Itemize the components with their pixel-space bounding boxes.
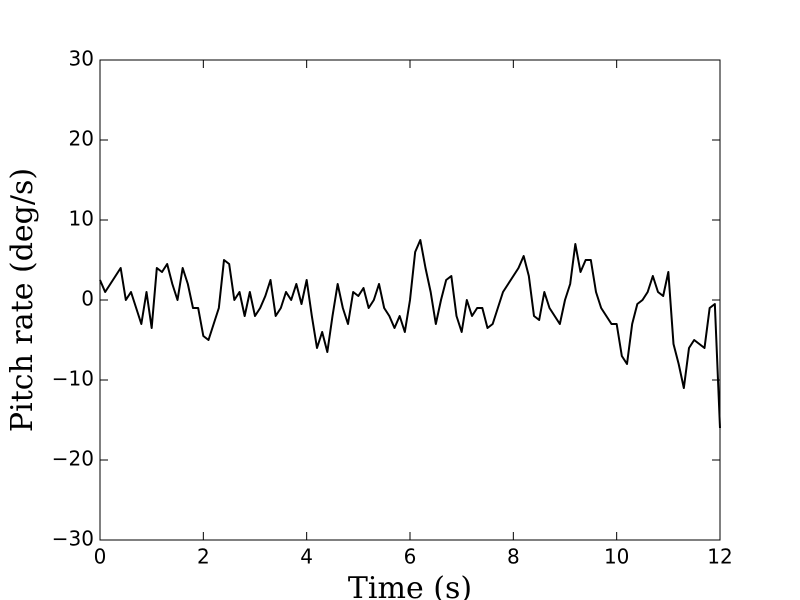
x-tick-label: 4 — [300, 545, 313, 569]
data-line — [99, 239, 721, 429]
y-tick-label: 10 — [69, 207, 94, 231]
x-tick-label: 8 — [507, 545, 520, 569]
x-tick-label: 12 — [707, 545, 732, 569]
y-axis-label: Pitch rate (deg/s) — [5, 168, 40, 432]
y-tick-label: −10 — [52, 367, 94, 391]
x-tick-label: 2 — [197, 545, 210, 569]
x-tick-label: 0 — [94, 545, 107, 569]
y-tick-label: −20 — [52, 447, 94, 471]
y-tick-label: 20 — [69, 127, 94, 151]
y-tick-label: −30 — [52, 527, 94, 551]
x-axis-label: Time (s) — [348, 571, 472, 600]
y-tick-label: 30 — [69, 47, 94, 71]
x-tick-label: 10 — [604, 545, 629, 569]
y-tick-label: 0 — [81, 287, 94, 311]
x-tick-label: 6 — [404, 545, 417, 569]
